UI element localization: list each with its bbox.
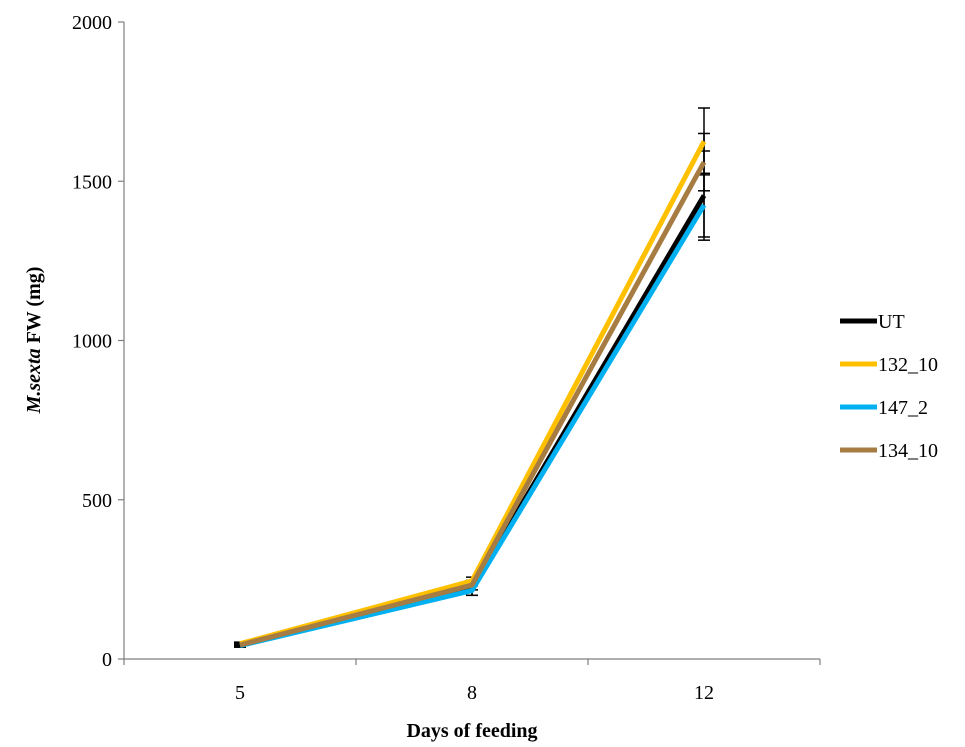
y-tick-label: 1000 xyxy=(72,331,112,353)
x-axis-title: Days of feeding xyxy=(406,720,537,742)
legend-label: UT xyxy=(878,311,905,333)
x-ticks: 5 8 12 xyxy=(123,659,821,704)
series-line-134_10 xyxy=(239,160,707,648)
y-ticks: 0 500 1000 1500 2000 xyxy=(72,12,124,671)
series-line-132_10 xyxy=(239,140,707,647)
series-lines xyxy=(239,140,707,649)
error-bars xyxy=(234,107,710,648)
y-axis-title-italic: M.sexta xyxy=(23,348,45,414)
y-axis-title: M.sexta FW (mg) xyxy=(23,267,45,415)
y-axis-title-rest: FW (mg) xyxy=(23,267,45,349)
legend-label: 134_10 xyxy=(878,440,938,462)
y-tick-label: 1500 xyxy=(72,171,112,193)
x-tick-label: 8 xyxy=(467,682,477,704)
legend: UT 132_10 147_2 134_10 xyxy=(840,311,938,462)
axes xyxy=(123,22,820,660)
y-tick-label: 2000 xyxy=(72,12,112,34)
legend-label: 147_2 xyxy=(878,397,928,419)
y-tick-label: 500 xyxy=(82,490,112,512)
legend-label: 132_10 xyxy=(878,354,938,376)
x-tick-label: 5 xyxy=(235,682,245,704)
x-tick-label: 12 xyxy=(694,682,714,704)
y-tick-label: 0 xyxy=(102,649,112,671)
